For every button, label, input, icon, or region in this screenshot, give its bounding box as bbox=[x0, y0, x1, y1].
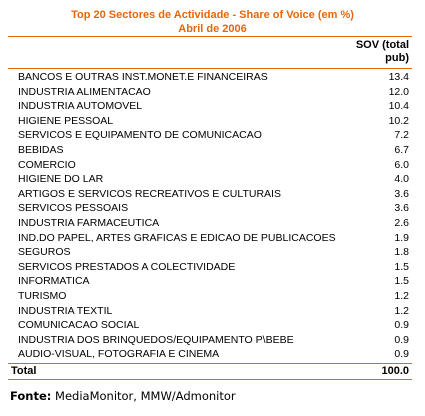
source-label: Fonte: bbox=[10, 389, 52, 403]
table-row: BEBIDAS 6.7 bbox=[8, 143, 412, 158]
row-value: 10.2 bbox=[388, 114, 409, 127]
table-row: SERVICOS E EQUIPAMENTO DE COMUNICACAO 7.2 bbox=[8, 128, 412, 143]
row-value: 3.6 bbox=[394, 202, 409, 215]
row-label: INDUSTRIA AUTOMOVEL bbox=[18, 100, 143, 113]
row-value: 1.2 bbox=[394, 289, 409, 302]
table-row: INDUSTRIA ALIMENTACAO 12.0 bbox=[8, 85, 412, 100]
row-label: INDUSTRIA FARMACEUTICA bbox=[18, 216, 160, 229]
table-row: INFORMATICA 1.5 bbox=[8, 274, 412, 289]
row-label: HIGIENE DO LAR bbox=[18, 173, 104, 186]
row-label: BANCOS E OUTRAS INST.MONET.E FINANCEIRAS bbox=[18, 71, 268, 83]
row-value: 0.9 bbox=[394, 348, 409, 361]
table-row: ARTIGOS E SERVICOS RECREATIVOS E CULTURA… bbox=[8, 187, 412, 202]
row-label: AUDIO-VISUAL, FOTOGRAFIA E CINEMA bbox=[18, 348, 220, 361]
row-value: 1.9 bbox=[394, 231, 409, 244]
row-value: 13.4 bbox=[388, 71, 409, 83]
row-label: SERVICOS E EQUIPAMENTO DE COMUNICACAO bbox=[18, 129, 262, 142]
row-label: COMUNICACAO SOCIAL bbox=[18, 319, 140, 332]
total-label: Total bbox=[11, 364, 37, 377]
row-value: 1.5 bbox=[394, 260, 409, 273]
table-row: COMERCIO 6.0 bbox=[8, 158, 412, 173]
row-label: ARTIGOS E SERVICOS RECREATIVOS E CULTURA… bbox=[18, 187, 281, 200]
row-value: 12.0 bbox=[388, 85, 409, 98]
source-note: Fonte: MediaMonitor, MMW/Admonitor bbox=[10, 389, 236, 403]
row-value: 6.7 bbox=[394, 143, 409, 156]
table-row: INDUSTRIA FARMACEUTICA 2.6 bbox=[8, 216, 412, 231]
row-label: INFORMATICA bbox=[18, 275, 90, 288]
row-value: 6.0 bbox=[394, 158, 409, 171]
row-label: IND.DO PAPEL, ARTES GRAFICAS E EDICAO DE… bbox=[18, 231, 336, 244]
table-row: INDUSTRIA TEXTIL 1.2 bbox=[8, 304, 412, 319]
table-row: BANCOS E OUTRAS INST.MONET.E FINANCEIRAS… bbox=[8, 70, 412, 85]
row-value: 0.9 bbox=[394, 319, 409, 332]
row-label: COMERCIO bbox=[18, 158, 76, 171]
table-row: IND.DO PAPEL, ARTES GRAFICAS E EDICAO DE… bbox=[8, 231, 412, 246]
table-row: HIGIENE PESSOAL 10.2 bbox=[8, 114, 412, 129]
table-row: HIGIENE DO LAR 4.0 bbox=[8, 172, 412, 187]
row-value: 1.8 bbox=[394, 246, 409, 259]
row-value: 1.2 bbox=[394, 304, 409, 317]
row-value: 0.9 bbox=[394, 333, 409, 346]
row-label: BEBIDAS bbox=[18, 143, 64, 156]
sov-table: SOV (total pub) BANCOS E OUTRAS INST.MON… bbox=[8, 36, 412, 380]
chart-subtitle: Abril de 2006 bbox=[178, 23, 247, 35]
table-body: BANCOS E OUTRAS INST.MONET.E FINANCEIRAS… bbox=[8, 69, 412, 362]
row-value: 4.0 bbox=[394, 173, 409, 186]
row-label: SEGUROS bbox=[18, 246, 71, 259]
row-value: 2.6 bbox=[394, 216, 409, 229]
table-row: INDUSTRIA AUTOMOVEL 10.4 bbox=[8, 99, 412, 114]
total-row: Total 100.0 bbox=[8, 362, 412, 379]
table-row: SERVICOS PRESTADOS A COLECTIVIDADE 1.5 bbox=[8, 260, 412, 275]
table-row: SEGUROS 1.8 bbox=[8, 245, 412, 260]
row-value: 3.6 bbox=[394, 187, 409, 200]
table-row: AUDIO-VISUAL, FOTOGRAFIA E CINEMA 0.9 bbox=[8, 347, 412, 362]
row-label: HIGIENE PESSOAL bbox=[18, 114, 114, 127]
table-header: SOV (total pub) bbox=[8, 37, 412, 69]
table-row: SERVICOS PESSOAIS 3.6 bbox=[8, 201, 412, 216]
row-value: 1.5 bbox=[394, 275, 409, 288]
row-label: INDUSTRIA ALIMENTACAO bbox=[18, 85, 151, 98]
row-label: SERVICOS PRESTADOS A COLECTIVIDADE bbox=[18, 260, 236, 273]
row-label: INDUSTRIA TEXTIL bbox=[18, 304, 113, 317]
chart-title: Top 20 Sectores de Actividade - Share of… bbox=[71, 9, 354, 21]
row-label: INDUSTRIA DOS BRINQUEDOS/EQUIPAMENTO P\B… bbox=[18, 333, 294, 346]
row-value: 7.2 bbox=[394, 129, 409, 142]
table-row: INDUSTRIA DOS BRINQUEDOS/EQUIPAMENTO P\B… bbox=[8, 333, 412, 348]
total-value: 100.0 bbox=[381, 364, 409, 377]
table-row: TURISMO 1.2 bbox=[8, 289, 412, 304]
source-text: MediaMonitor, MMW/Admonitor bbox=[55, 389, 236, 403]
row-label: SERVICOS PESSOAIS bbox=[18, 202, 129, 215]
row-label: TURISMO bbox=[18, 289, 67, 302]
row-value: 10.4 bbox=[388, 100, 409, 113]
column-header-sov: SOV (total pub) bbox=[355, 39, 409, 64]
table-row: COMUNICACAO SOCIAL 0.9 bbox=[8, 318, 412, 333]
